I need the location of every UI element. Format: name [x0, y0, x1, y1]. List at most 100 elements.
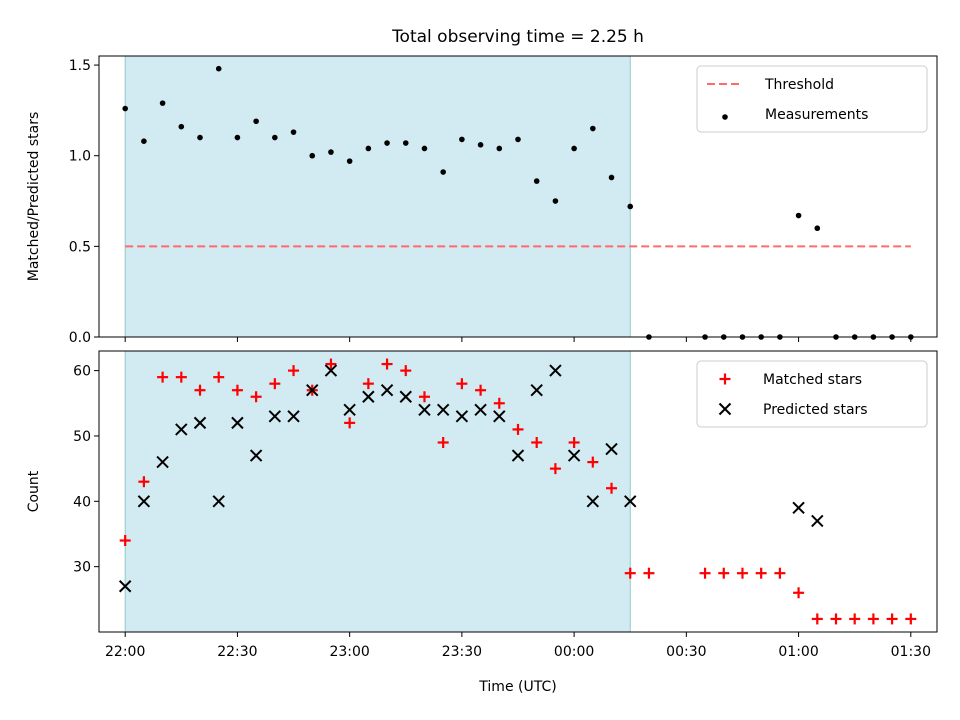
y-tick-label: 40 — [73, 494, 91, 510]
predicted-star-point — [175, 423, 188, 436]
measurement-point — [627, 203, 634, 210]
measurement-point — [346, 158, 353, 164]
measurement-point — [384, 140, 390, 146]
x-axis-label: Time (UTC) — [478, 679, 556, 695]
matched-star-point — [231, 384, 243, 396]
y-axis-label: Count — [26, 470, 42, 512]
matched-star-point — [119, 535, 131, 547]
matched-star-point — [718, 567, 730, 579]
predicted-star-point — [455, 410, 469, 423]
matched-star-point — [344, 417, 356, 429]
matched-star-point — [269, 378, 281, 390]
matched-star-point — [456, 378, 468, 390]
measurement-point — [608, 174, 615, 181]
matched-star-point — [531, 436, 543, 448]
matched-star-point — [886, 613, 898, 625]
y-tick-label: 1.5 — [69, 58, 91, 74]
matched-star-point — [418, 391, 430, 403]
measurement-point — [215, 65, 222, 72]
observing-window-shade — [124, 55, 631, 338]
y-tick-label: 1.0 — [69, 149, 91, 165]
measurement-point — [290, 129, 297, 135]
measurement-point — [459, 136, 465, 143]
matched-star-point — [138, 476, 150, 488]
predicted-star-point — [811, 514, 824, 528]
matched-star-point — [157, 371, 169, 383]
measurement-point — [197, 134, 203, 141]
x-axis-ticks: 22:00 22:30 23:00 23:30 00:00 00:30 01:00 01:30 — [105, 632, 931, 660]
measurement-point — [571, 145, 577, 152]
predicted-star-point — [306, 384, 319, 397]
y-tick-label: 0.0 — [69, 330, 91, 346]
matched-star-point — [849, 613, 861, 625]
predicted-star-point — [418, 403, 431, 417]
x-tick-label: 00:00 — [554, 644, 594, 660]
predicted-star-point — [586, 495, 600, 508]
matched-star-point — [811, 613, 823, 625]
matched-star-point — [362, 378, 374, 390]
predicted-star-point — [156, 455, 169, 469]
panel-count: 30 40 50 60 22:00 22:30 23:00 23:30 00:00 00:30 0… — [26, 350, 938, 695]
legend-matched-swatch — [719, 373, 731, 385]
measurement-point — [552, 198, 559, 204]
predicted-star-point — [231, 416, 244, 430]
legend-box — [696, 360, 928, 428]
measurement-point — [272, 134, 278, 141]
matched-star-point — [512, 423, 524, 435]
measurement-point — [402, 140, 409, 146]
predicted-star-point — [362, 390, 375, 403]
measurement-point — [496, 145, 503, 152]
predicted-star-point — [343, 403, 356, 417]
predicted-star-point — [249, 449, 263, 462]
measurement-point — [477, 142, 484, 148]
predicted-star-point — [530, 384, 543, 397]
predicted-star-point — [474, 403, 487, 417]
measurement-point — [309, 152, 316, 159]
measurement-point — [795, 212, 802, 219]
measurement-point — [141, 138, 147, 145]
measurement-point — [159, 100, 166, 106]
predicted-star-point — [193, 416, 207, 430]
legend-label: Matched stars — [763, 372, 862, 388]
matched-star-point — [213, 371, 225, 383]
y-axis-ticks: 30 40 50 60 — [73, 364, 99, 576]
matched-star-point — [437, 436, 449, 448]
predicted-star-point — [118, 580, 132, 593]
legend: Matched stars Predicted stars — [696, 360, 928, 428]
predicted-star-point — [137, 495, 151, 508]
matched-star-point — [288, 365, 300, 377]
predicted-star-point — [324, 364, 338, 377]
matched-star-point — [755, 567, 767, 579]
x-tick-label: 00:30 — [666, 644, 706, 660]
measurement-point — [814, 225, 821, 232]
series-group — [118, 358, 917, 625]
predicted-star-point — [792, 501, 805, 515]
measurement-point — [515, 136, 521, 143]
x-tick-label: 22:30 — [217, 644, 257, 660]
predicted-star-point — [493, 410, 506, 423]
predicted-star-point — [399, 390, 412, 403]
matched-star-point — [549, 463, 561, 475]
matched-star-point — [643, 567, 655, 579]
matched-star-point — [568, 436, 580, 448]
matched-star-point — [194, 384, 206, 396]
predicted-star-point — [511, 449, 525, 462]
figure-title: Total observing time = 2.25 h — [391, 27, 644, 47]
matched-star-point — [624, 567, 636, 579]
legend-predicted-swatch — [718, 402, 732, 416]
legend-measurement-swatch — [722, 114, 728, 120]
measurement-point — [440, 169, 446, 175]
measurement-point — [328, 149, 334, 155]
predicted-star-point — [287, 410, 300, 423]
predicted-star-point — [212, 495, 225, 508]
legend-label: Predicted stars — [763, 402, 868, 418]
predicted-star-point — [567, 449, 581, 462]
x-tick-label: 23:00 — [329, 644, 369, 660]
x-axis-ticks — [124, 337, 912, 342]
measurement-point — [365, 145, 372, 152]
matched-star-point — [736, 567, 748, 579]
matched-star-point — [774, 567, 786, 579]
predicted-star-point — [380, 384, 394, 397]
matched-star-point — [175, 371, 187, 383]
